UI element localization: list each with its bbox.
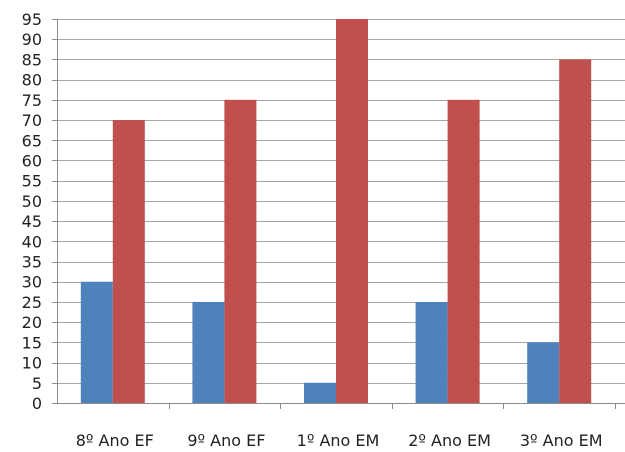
bar-series2-3 xyxy=(336,19,368,403)
x-category-label: 1º Ano EM xyxy=(297,431,380,450)
bar-series2-5 xyxy=(559,59,592,403)
y-tick-label: 50 xyxy=(22,192,42,211)
x-axis: 8º Ano EF 9º Ano EF 1º Ano EM 2º Ano EM 3º A… xyxy=(57,403,625,450)
bar-series2-4 xyxy=(447,99,480,403)
y-tick-label: 60 xyxy=(22,151,42,170)
y-tick-label: 85 xyxy=(22,50,42,69)
y-tick-label: 0 xyxy=(32,394,42,413)
x-category-label: 3º Ano EM xyxy=(520,431,603,450)
bar-series1-5 xyxy=(527,342,560,403)
y-tick-label: 70 xyxy=(22,111,42,130)
y-tick-label: 15 xyxy=(22,333,42,352)
bar-series1-2 xyxy=(192,301,225,403)
bar-series1-4 xyxy=(415,301,448,403)
y-tick-label: 5 xyxy=(32,374,42,393)
y-tick-label: 80 xyxy=(22,71,42,90)
bar-series2-1 xyxy=(112,120,145,403)
x-category-label: 9º Ano EF xyxy=(187,431,265,450)
y-tick-label: 95 xyxy=(22,10,42,29)
y-tick-label: 10 xyxy=(22,354,42,373)
x-category-label: 2º Ano EM xyxy=(408,431,491,450)
y-tick-label: 40 xyxy=(22,232,42,251)
bar-series2-2 xyxy=(224,99,257,403)
y-tick-label: 35 xyxy=(22,253,42,272)
y-tick-label: 30 xyxy=(22,273,42,292)
y-tick-label: 20 xyxy=(22,313,42,332)
bars xyxy=(80,19,592,403)
x-category-label: 8º Ano EF xyxy=(76,431,154,450)
bar-series1-3 xyxy=(304,382,336,403)
y-tick-label: 45 xyxy=(22,212,42,231)
bar-series1-1 xyxy=(80,281,113,403)
y-tick-label: 25 xyxy=(22,293,42,312)
y-tick-label: 90 xyxy=(22,30,42,49)
y-tick-label: 65 xyxy=(22,131,42,150)
y-tick-label: 75 xyxy=(22,91,42,110)
y-tick-label: 55 xyxy=(22,172,42,191)
